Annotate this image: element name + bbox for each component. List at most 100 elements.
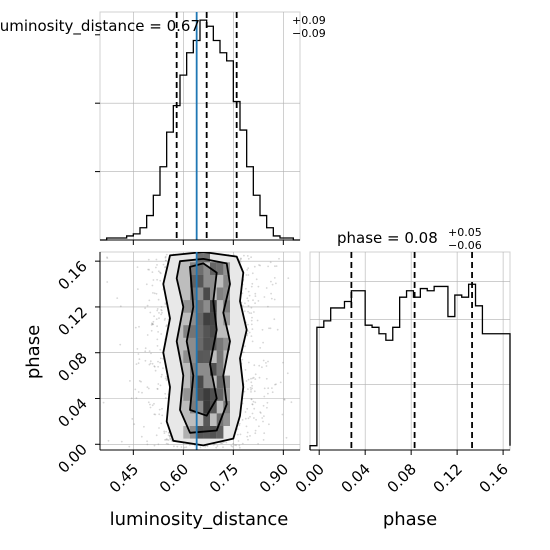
scatter-point	[257, 285, 260, 288]
scatter-point	[158, 408, 161, 411]
scatter-point	[232, 442, 235, 445]
scatter-point	[156, 345, 159, 347]
scatter-point	[97, 376, 99, 378]
scatter-point	[165, 253, 168, 256]
density-cell	[190, 274, 197, 288]
y-tick-label: 0.00	[54, 440, 90, 476]
scatter-point	[149, 406, 152, 409]
scatter-point	[250, 319, 253, 322]
scatter-point	[270, 292, 272, 295]
scatter-point	[146, 443, 149, 446]
scatter-point	[257, 300, 260, 302]
plot-area	[97, 252, 300, 450]
scatter-point	[261, 328, 264, 331]
scatter-point	[148, 350, 151, 352]
scatter-point	[258, 376, 261, 379]
scatter-point	[136, 266, 139, 268]
scatter-point	[168, 436, 171, 438]
scatter-point	[251, 403, 254, 406]
scatter-point	[138, 358, 141, 360]
scatter-point	[247, 330, 249, 332]
scatter-point	[167, 432, 170, 434]
scatter-point	[146, 334, 149, 336]
density-cell	[203, 388, 210, 401]
scatter-point	[271, 387, 273, 389]
scatter-point	[152, 292, 154, 294]
scatter-point	[253, 390, 256, 393]
contour-line-inner	[185, 262, 218, 417]
scatter-point	[247, 417, 250, 420]
scatter-point	[255, 278, 258, 281]
scatter-point	[156, 278, 159, 281]
scatter-point	[283, 399, 286, 401]
scatter-point	[271, 283, 274, 286]
scatter-point	[152, 320, 155, 323]
luminosity-distance-title: luminosity_distance = 0.67	[0, 17, 200, 36]
scatter-point	[235, 444, 238, 447]
scatter-point	[144, 359, 147, 362]
scatter-point	[140, 435, 143, 438]
density-cell	[216, 426, 224, 439]
luminosity-distance-title-lower-error: −0.09	[292, 27, 326, 40]
scatter-point	[246, 431, 249, 434]
scatter-point	[268, 327, 270, 330]
scatter-point	[159, 279, 162, 282]
histogram-step-line	[100, 19, 300, 241]
scatter-point	[251, 387, 254, 390]
scatter-point	[129, 380, 131, 382]
x-tick-label: 0.16	[476, 460, 512, 496]
scatter-point	[267, 305, 269, 308]
scatter-point	[238, 422, 241, 425]
scatter-point	[149, 360, 152, 363]
scatter-point	[137, 288, 139, 290]
scatter-point	[147, 268, 150, 271]
scatter-point	[278, 257, 280, 260]
scatter-point	[146, 304, 149, 307]
scatter-point	[169, 438, 172, 441]
scatter-point	[225, 441, 228, 444]
scatter-point	[149, 362, 152, 365]
scatter-point	[159, 348, 162, 351]
scatter-point	[255, 418, 257, 421]
scatter-point	[251, 340, 254, 343]
scatter-point	[261, 366, 263, 369]
scatter-point	[146, 386, 149, 389]
scatter-point	[271, 391, 274, 394]
scatter-point	[156, 338, 159, 341]
scatter-point	[135, 397, 138, 399]
scatter-point	[160, 333, 163, 335]
scatter-point	[153, 365, 156, 368]
scatter-point	[250, 335, 253, 337]
scatter-point	[253, 417, 255, 419]
scatter-point	[254, 378, 257, 380]
scatter-point	[273, 318, 276, 321]
scatter-point	[153, 413, 156, 416]
scatter-point	[246, 255, 249, 257]
scatter-point	[165, 375, 168, 378]
density-cell	[203, 426, 210, 439]
scatter-point	[244, 369, 247, 371]
y-tick-label: 0.12	[54, 303, 90, 339]
scatter-point	[238, 446, 241, 449]
scatter-point	[253, 311, 255, 313]
scatter-point	[141, 391, 143, 394]
x-tick-label: 0.45	[106, 460, 142, 496]
scatter-point	[164, 377, 167, 380]
scatter-point	[247, 267, 250, 270]
scatter-point	[267, 387, 270, 390]
scatter-point	[269, 327, 272, 330]
scatter-point	[152, 279, 155, 281]
scatter-point	[164, 255, 167, 258]
x-axis-label-phase: phase	[383, 509, 437, 530]
density-cell	[203, 400, 210, 414]
x-tick-label: 0.12	[430, 460, 466, 496]
scatter-point	[151, 284, 154, 287]
scatter-point	[254, 373, 257, 376]
scatter-point	[164, 392, 167, 395]
scatter-point	[143, 425, 145, 428]
scatter-point	[157, 360, 159, 363]
scatter-point	[238, 444, 241, 447]
scatter-point	[155, 258, 158, 261]
scatter-point	[151, 271, 154, 273]
y-axis-label-phase: phase	[23, 325, 44, 379]
